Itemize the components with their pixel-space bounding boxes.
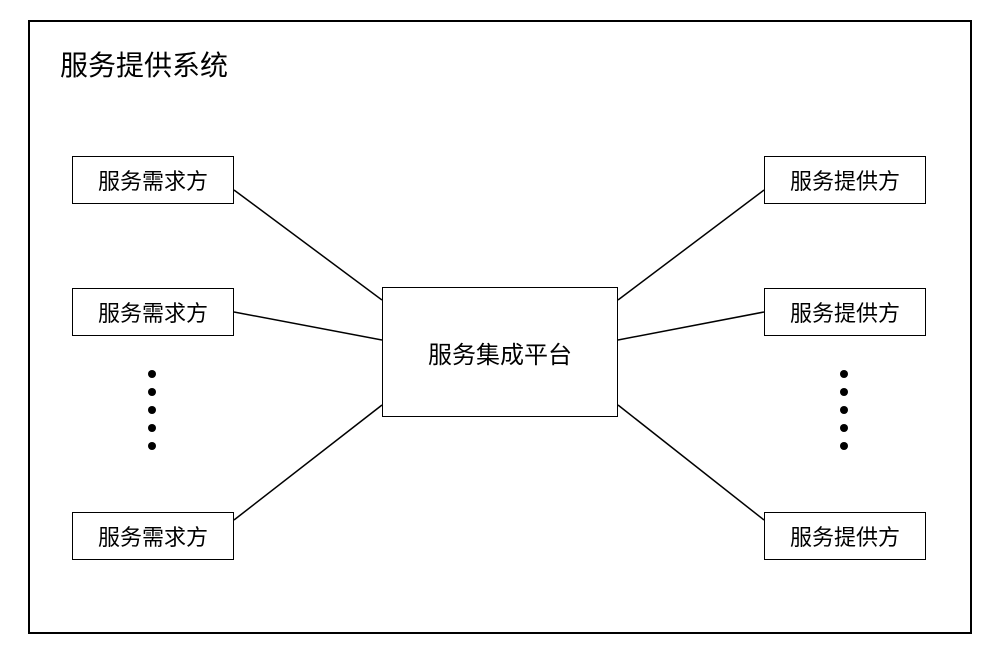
- node-left-2-label: 服务需求方: [98, 296, 208, 328]
- node-right-1-label: 服务提供方: [790, 164, 900, 196]
- edge: [234, 312, 382, 340]
- node-center-label: 服务集成平台: [428, 335, 572, 370]
- ellipsis-dot: [840, 406, 848, 414]
- ellipsis-dot: [840, 424, 848, 432]
- node-right-2: 服务提供方: [764, 288, 926, 336]
- ellipsis-dot: [840, 388, 848, 396]
- ellipsis-dot: [148, 424, 156, 432]
- ellipsis-dot: [148, 406, 156, 414]
- node-right-2-label: 服务提供方: [790, 296, 900, 328]
- ellipsis-left: [148, 370, 156, 450]
- ellipsis-right: [840, 370, 848, 450]
- ellipsis-dot: [148, 370, 156, 378]
- node-left-1: 服务需求方: [72, 156, 234, 204]
- edge: [618, 190, 764, 300]
- ellipsis-dot: [840, 442, 848, 450]
- edge: [234, 405, 382, 520]
- node-center: 服务集成平台: [382, 287, 618, 417]
- edge: [618, 405, 764, 520]
- ellipsis-dot: [148, 442, 156, 450]
- node-right-3: 服务提供方: [764, 512, 926, 560]
- edge: [618, 312, 764, 340]
- node-left-2: 服务需求方: [72, 288, 234, 336]
- ellipsis-dot: [148, 388, 156, 396]
- node-left-1-label: 服务需求方: [98, 164, 208, 196]
- ellipsis-dot: [840, 370, 848, 378]
- node-left-3-label: 服务需求方: [98, 520, 208, 552]
- node-right-3-label: 服务提供方: [790, 520, 900, 552]
- edge: [234, 190, 382, 300]
- node-right-1: 服务提供方: [764, 156, 926, 204]
- node-left-3: 服务需求方: [72, 512, 234, 560]
